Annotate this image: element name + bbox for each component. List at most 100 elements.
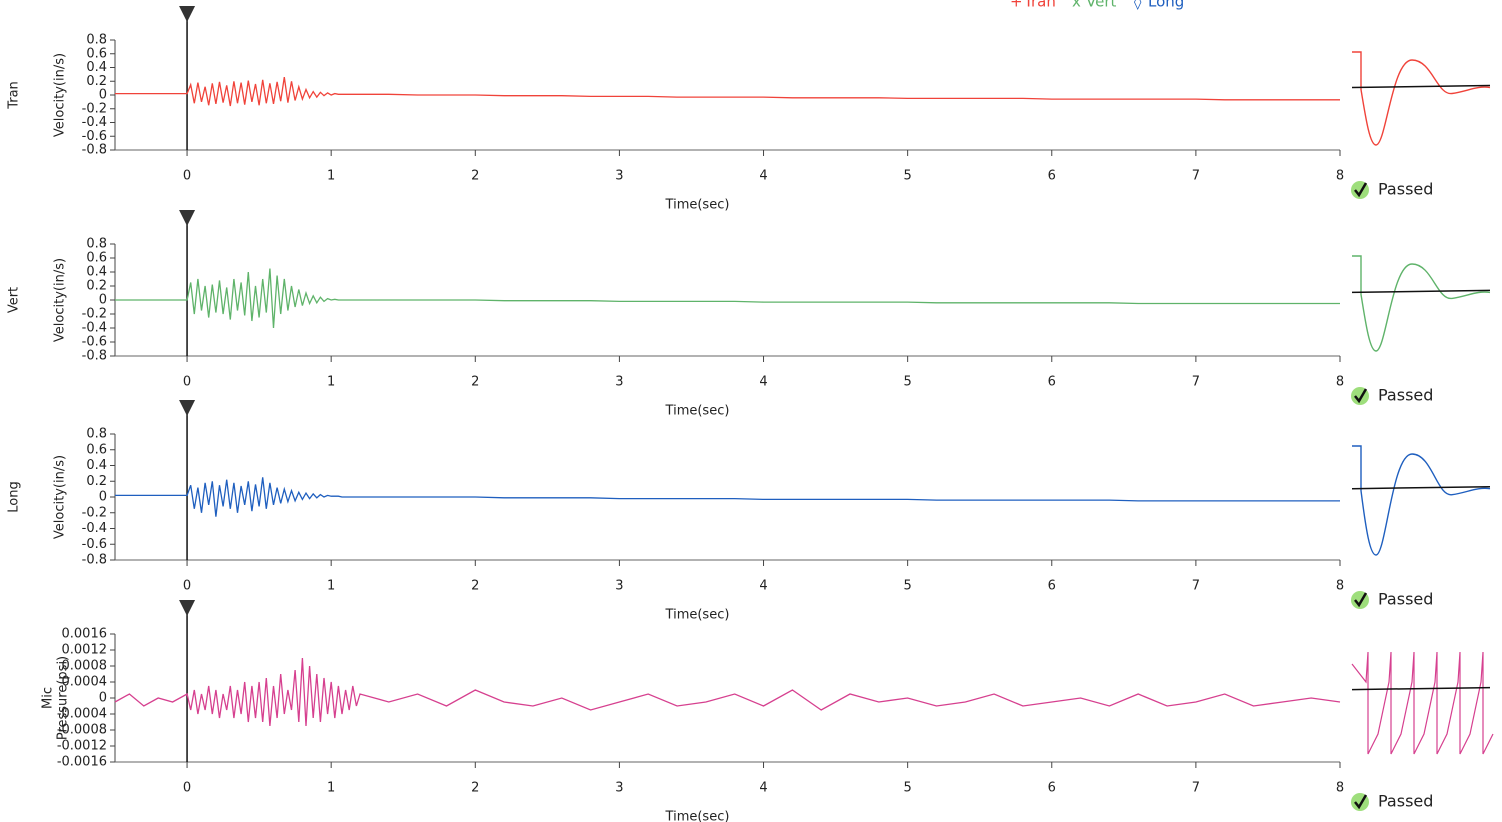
y-tick-label: 0.8 — [86, 427, 107, 442]
channel-panel: 0.00160.00120.00080.00040-0.0004-0.0008-… — [41, 600, 1494, 822]
y-tick-label: -0.2 — [82, 505, 107, 520]
trigger-marker — [179, 210, 196, 226]
x-tick-label: 5 — [904, 781, 912, 796]
y-tick-label: -0.0008 — [57, 723, 107, 738]
x-tick-label: 7 — [1192, 781, 1200, 796]
y-tick-label: 0.0016 — [62, 627, 108, 642]
x-tick-label: 0 — [183, 169, 191, 184]
y-tick-label: -0.2 — [82, 307, 107, 322]
y-axis-label: Velocity(in/s) — [53, 53, 68, 137]
y-tick-label: -0.2 — [82, 101, 107, 116]
y-tick-label: -0.8 — [82, 143, 107, 158]
channel-label: Vert — [7, 287, 22, 313]
y-tick-label: 0 — [99, 490, 107, 505]
x-tick-label: 2 — [471, 375, 479, 390]
y-tick-label: -0.4 — [82, 115, 107, 130]
x-tick-label: 7 — [1192, 579, 1200, 594]
x-tick-label: 8 — [1336, 781, 1344, 796]
waveform — [115, 77, 1340, 107]
y-tick-label: -0.0016 — [57, 755, 107, 770]
x-tick-label: 8 — [1336, 169, 1344, 184]
channel-label: Long — [7, 481, 22, 512]
y-tick-label: -0.8 — [82, 349, 107, 364]
y-tick-label: 0.4 — [86, 265, 107, 280]
y-tick-label: 0 — [99, 691, 107, 706]
y-tick-label: 0.6 — [86, 251, 107, 266]
channel-panel: 0.80.60.40.20-0.2-0.4-0.6-0.80 1 2 3 4 5 6 7 8Ti… — [7, 6, 1491, 213]
y-tick-label: 0.2 — [86, 279, 107, 294]
x-tick-label: 0 — [183, 375, 191, 390]
sensor-check — [1352, 445, 1491, 556]
y-tick-label: 0.4 — [86, 458, 107, 473]
x-tick-label: 6 — [1048, 579, 1056, 594]
sensor-check — [1351, 651, 1494, 755]
y-tick-label: -0.0012 — [57, 739, 107, 754]
x-tick-label: 3 — [615, 579, 623, 594]
legend-entry: Tran — [1023, 0, 1056, 11]
y-tick-label: -0.6 — [82, 335, 107, 350]
trigger-marker — [179, 400, 196, 416]
y-tick-label: 0.2 — [86, 474, 107, 489]
x-axis-label: Time(sec) — [665, 404, 730, 419]
x-tick-label: 6 — [1048, 169, 1056, 184]
x-tick-label: 5 — [904, 169, 912, 184]
legend-entry: Long — [1148, 0, 1184, 11]
status-text: Passed — [1378, 180, 1433, 199]
x-axis-label: Time(sec) — [665, 608, 730, 623]
waveform — [115, 268, 1340, 329]
y-tick-label: 0 — [99, 88, 107, 103]
y-tick-label: 0.8 — [86, 237, 107, 252]
y-axis-label: Velocity(in/s) — [53, 455, 68, 539]
x-tick-label: 7 — [1192, 375, 1200, 390]
legend-symbol: + — [1010, 0, 1023, 11]
x-axis-label: Time(sec) — [665, 810, 730, 822]
y-tick-label: 0.0012 — [62, 643, 108, 658]
sensor-zero — [1351, 485, 1491, 490]
x-tick-label: 5 — [904, 375, 912, 390]
sensor-zero — [1351, 289, 1491, 294]
x-tick-label: 0 — [183, 579, 191, 594]
status-text: Passed — [1378, 386, 1433, 405]
trigger-marker — [179, 600, 196, 616]
y-axis-label: Pressure(psi) — [56, 656, 71, 740]
x-tick-label: 1 — [327, 579, 335, 594]
x-tick-label: 6 — [1048, 375, 1056, 390]
x-tick-label: 4 — [759, 375, 767, 390]
x-tick-label: 8 — [1336, 579, 1344, 594]
sensor-zero — [1351, 686, 1491, 691]
legend-symbol: x — [1072, 0, 1081, 11]
y-tick-label: -0.6 — [82, 129, 107, 144]
x-tick-label: 8 — [1336, 375, 1344, 390]
x-tick-label: 1 — [327, 375, 335, 390]
status-check — [1354, 388, 1368, 404]
status-check — [1354, 794, 1368, 810]
x-tick-label: 2 — [471, 579, 479, 594]
x-tick-label: 3 — [615, 169, 623, 184]
y-tick-label: 0 — [99, 293, 107, 308]
y-tick-label: -0.4 — [82, 521, 107, 536]
channel-label: Mic — [41, 687, 56, 709]
x-tick-label: 4 — [759, 579, 767, 594]
legend-entry: Vert — [1086, 0, 1116, 11]
y-tick-label: 0.0008 — [62, 659, 108, 674]
y-tick-label: 0.0004 — [62, 675, 108, 690]
x-tick-label: 0 — [183, 781, 191, 796]
x-tick-label: 2 — [471, 781, 479, 796]
x-tick-label: 6 — [1048, 781, 1056, 796]
sensor-check — [1352, 51, 1491, 146]
waveform — [115, 477, 1340, 517]
y-tick-label: 0.6 — [86, 442, 107, 457]
sensor-check — [1352, 255, 1491, 352]
x-tick-label: 7 — [1192, 169, 1200, 184]
y-tick-label: -0.4 — [82, 321, 107, 336]
y-axis-label: Velocity(in/s) — [53, 258, 68, 342]
y-tick-label: -0.0004 — [57, 707, 107, 722]
y-tick-label: 0.6 — [86, 46, 107, 61]
status-text: Passed — [1378, 590, 1433, 609]
x-tick-label: 5 — [904, 579, 912, 594]
x-tick-label: 3 — [615, 375, 623, 390]
channel-panel: 0.80.60.40.20-0.2-0.4-0.6-0.80 1 2 3 4 5 6 7 8Ti… — [7, 400, 1491, 623]
x-tick-label: 4 — [759, 169, 767, 184]
